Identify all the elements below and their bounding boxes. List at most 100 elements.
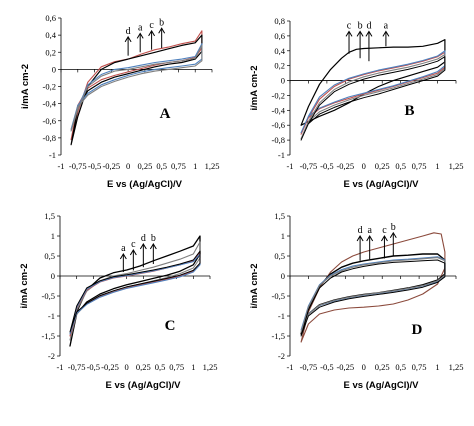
y-tick-label: -0,2 [272, 90, 285, 100]
x-tick-label: -0,75 [69, 161, 87, 171]
x-tick-label: -0,5 [320, 161, 333, 171]
y-tick-label: 0,4 [45, 30, 56, 40]
x-tick-label: -1 [286, 161, 293, 171]
y-tick-label: -0,5 [42, 291, 55, 301]
series-line-4 [70, 44, 203, 132]
annotation-label: d [366, 20, 371, 31]
annotation-arrow-head [389, 231, 397, 239]
annotation-arrow-head [366, 235, 374, 242]
y-tick-label: -0,6 [43, 116, 56, 126]
series-line-5 [300, 259, 446, 337]
y-axis-title: i/mA cm-2 [19, 263, 30, 308]
series-line-2 [69, 241, 201, 341]
x-tick-label: 0,25 [137, 161, 152, 171]
y-tick-label: -1 [278, 150, 285, 160]
x-axis-title: E vs (Ag/AgCl)/V [344, 179, 420, 190]
annotation-arrow-head [124, 35, 132, 43]
annotation-label: a [367, 225, 372, 236]
y-tick-label: 0,4 [274, 46, 285, 56]
y-tick-label: -0,4 [272, 105, 286, 115]
y-tick-label: 1,5 [274, 211, 285, 221]
y-tick-label: -1 [278, 311, 285, 321]
annotation-label: c [149, 20, 154, 31]
y-tick-label: 0 [281, 76, 285, 86]
x-tick-label: 1,25 [449, 161, 464, 171]
x-tick-label: 0 [362, 161, 366, 171]
y-tick-label: 1 [281, 231, 285, 241]
x-tick-label: -0,25 [336, 362, 354, 372]
annotation-arrow-head [139, 243, 147, 250]
annotation-arrow-head [129, 249, 137, 256]
annotation-arrow-head [356, 30, 364, 37]
panel-a: -1 -0,75 -0,5 -0,25 0 0,25 0,5 0,75 1 1,25 -1 -0,8 -… [20, 13, 219, 190]
annotation-label: d [126, 26, 131, 37]
y-tick-label: -1 [48, 311, 55, 321]
y-tick-label: 0,2 [45, 47, 56, 57]
x-tick-label: 0,75 [169, 362, 184, 372]
annotation-label: b [358, 20, 363, 31]
x-tick-label: 0 [125, 362, 129, 372]
annotation-arrow-head [381, 235, 388, 242]
y-tick-label: 0,6 [45, 13, 56, 23]
x-tick-label: 0,5 [395, 161, 406, 171]
x-tick-label: 0,5 [156, 161, 167, 171]
x-tick-label: -0,75 [300, 161, 318, 171]
annotation-label: d [141, 233, 146, 244]
panel-letter: C [165, 318, 176, 334]
y-tick-label: -1 [49, 150, 56, 160]
annotation-label: b [391, 222, 396, 233]
annotation-label: a [384, 20, 389, 31]
annotation-arrow-head [149, 243, 157, 250]
annotation-label: c [131, 239, 136, 250]
annotation-arrow-head [382, 30, 390, 37]
x-tick-label: -1 [56, 362, 63, 372]
annotation-arrow-head [356, 235, 364, 242]
y-tick-label: 0 [281, 271, 285, 281]
x-tick-label: 0,75 [171, 161, 186, 171]
x-tick-label: -0,5 [320, 362, 333, 372]
x-tick-label: 1,25 [449, 362, 464, 372]
x-tick-label: 0 [362, 362, 366, 372]
x-tick-label: -0,25 [102, 161, 120, 171]
y-tick-label: -1,5 [42, 331, 55, 341]
x-tick-label: 1 [191, 362, 195, 372]
x-tick-label: -0,5 [87, 362, 100, 372]
panel-b: -1 -0,75 -0,5 -0,25 0 0,25 0,5 0,75 1 1,25 -1 -0,8 -… [249, 16, 463, 190]
x-tick-label: 0,25 [375, 161, 390, 171]
annotation-arrow-head [119, 253, 127, 260]
x-tick-label: -0,25 [336, 161, 354, 171]
x-tick-label: 0,75 [412, 161, 427, 171]
x-tick-label: 0,25 [136, 362, 151, 372]
series-line-1 [300, 232, 446, 343]
y-tick-label: 0,5 [274, 251, 285, 261]
x-tick-label: -0,75 [300, 362, 318, 372]
x-axis-title: E vs (Ag/AgCl)/V [344, 380, 420, 391]
y-tick-label: 1 [51, 231, 55, 241]
x-tick-label: 0,25 [375, 362, 390, 372]
x-axis-title: E vs (Ag/AgCl)/V [107, 179, 183, 190]
y-tick-label: 0,6 [274, 31, 285, 41]
series-line-2 [70, 34, 203, 146]
y-tick-label: -0,2 [43, 82, 56, 92]
panel-c: -1 -0,75 -0,5 -0,25 0 0,25 0,5 0,75 1 1,25-2-1,5-… [19, 211, 217, 391]
annotation-label: c [382, 225, 387, 236]
x-tick-label: -0,5 [88, 161, 101, 171]
y-tick-label: -0,4 [43, 99, 57, 109]
x-tick-label: 0,5 [155, 362, 166, 372]
annotation-label: c [347, 20, 352, 31]
series-line-1 [70, 30, 203, 141]
y-tick-label: 1,5 [44, 211, 55, 221]
x-tick-label: -1 [57, 161, 64, 171]
annotation-arrow-head [136, 32, 144, 39]
series-line-5 [300, 56, 446, 141]
panel-letter: B [405, 103, 415, 119]
annotation-arrow-head [365, 30, 373, 37]
annotation-label: b [151, 233, 156, 244]
y-axis-title: i/mA cm-2 [20, 64, 31, 109]
y-tick-label: -1,5 [272, 331, 285, 341]
x-tick-label: 0,5 [395, 362, 406, 372]
x-tick-label: 1,25 [203, 362, 218, 372]
x-tick-label: -0,75 [68, 362, 86, 372]
